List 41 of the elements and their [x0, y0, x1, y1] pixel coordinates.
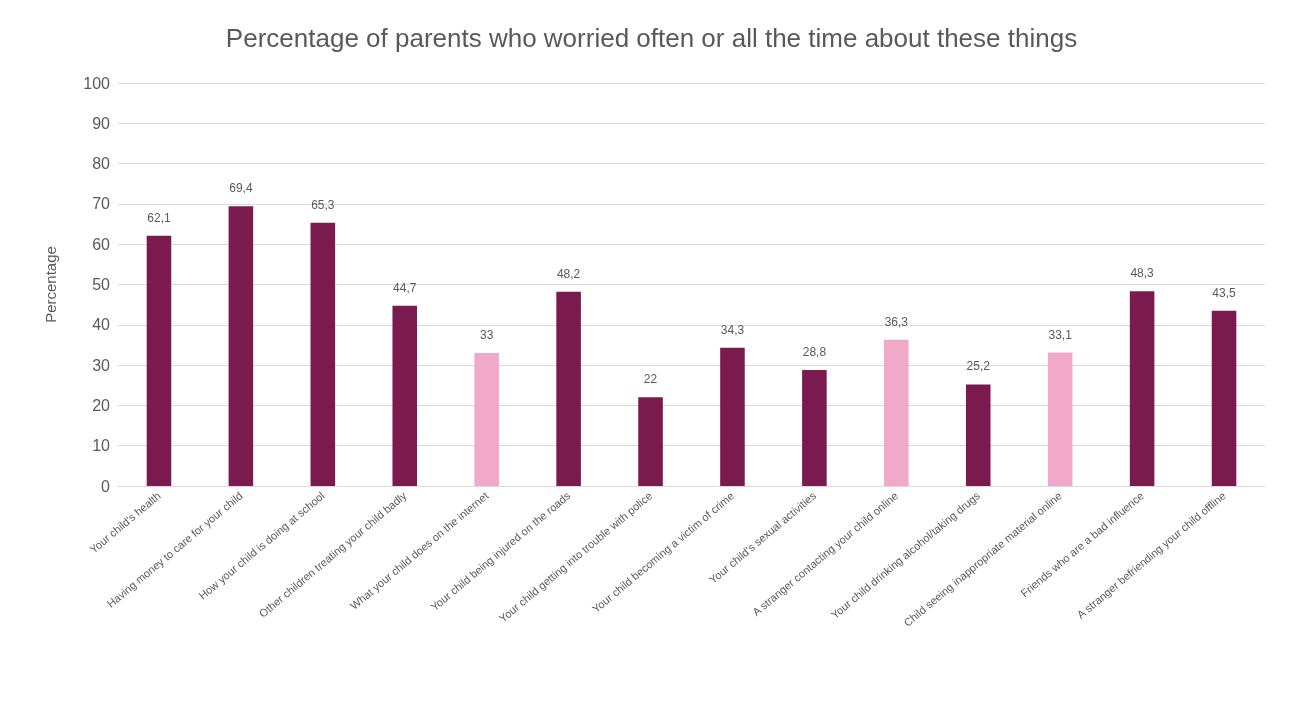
y-tick-label: 20 — [92, 396, 111, 414]
y-tick-label: 30 — [92, 356, 111, 374]
chart-title: Percentage of parents who worried often or all the time about these things — [225, 23, 1078, 53]
data-label: 69,4 — [229, 181, 253, 196]
data-label: 25,2 — [966, 359, 991, 374]
y-tick-label: 50 — [92, 276, 111, 293]
data-label: 48,2 — [556, 266, 581, 281]
data-label: 62,1 — [147, 210, 171, 225]
data-label: 33 — [480, 328, 494, 343]
bar — [1047, 352, 1073, 486]
bar — [392, 305, 418, 486]
data-label: 44,7 — [393, 280, 417, 295]
bar — [1211, 310, 1237, 486]
data-label: 36,3 — [884, 314, 909, 329]
bar — [310, 222, 336, 486]
y-tick-label: 70 — [92, 195, 111, 213]
bar — [965, 384, 991, 486]
bar — [720, 347, 745, 486]
bar — [802, 369, 827, 486]
bar — [884, 339, 909, 486]
y-tick-label: 60 — [92, 235, 111, 253]
bar — [1129, 291, 1155, 486]
y-tick-label: 80 — [92, 155, 111, 173]
y-tick-label: 40 — [92, 316, 111, 334]
bar — [146, 235, 172, 486]
y-tick-label: 10 — [92, 437, 111, 455]
y-tick-label: 90 — [92, 114, 111, 132]
y-axis-title: Percentage — [42, 246, 59, 323]
data-label: 28,8 — [802, 344, 827, 359]
bar — [638, 397, 663, 486]
data-label: 43,5 — [1212, 285, 1237, 300]
bar — [228, 206, 254, 486]
data-label: 33,1 — [1048, 327, 1073, 342]
data-label: 22 — [643, 372, 658, 387]
y-tick-label: 100 — [83, 74, 111, 92]
bar — [474, 353, 499, 486]
y-tick-label: 0 — [101, 477, 111, 495]
data-label: 34,3 — [720, 322, 745, 337]
data-label: 48,3 — [1130, 266, 1155, 281]
bar — [556, 291, 581, 486]
data-label: 65,3 — [311, 197, 335, 212]
